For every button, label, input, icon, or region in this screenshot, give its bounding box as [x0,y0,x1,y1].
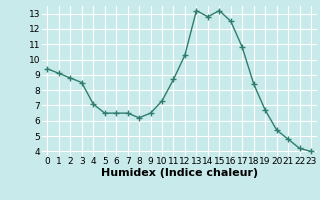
X-axis label: Humidex (Indice chaleur): Humidex (Indice chaleur) [100,168,258,178]
